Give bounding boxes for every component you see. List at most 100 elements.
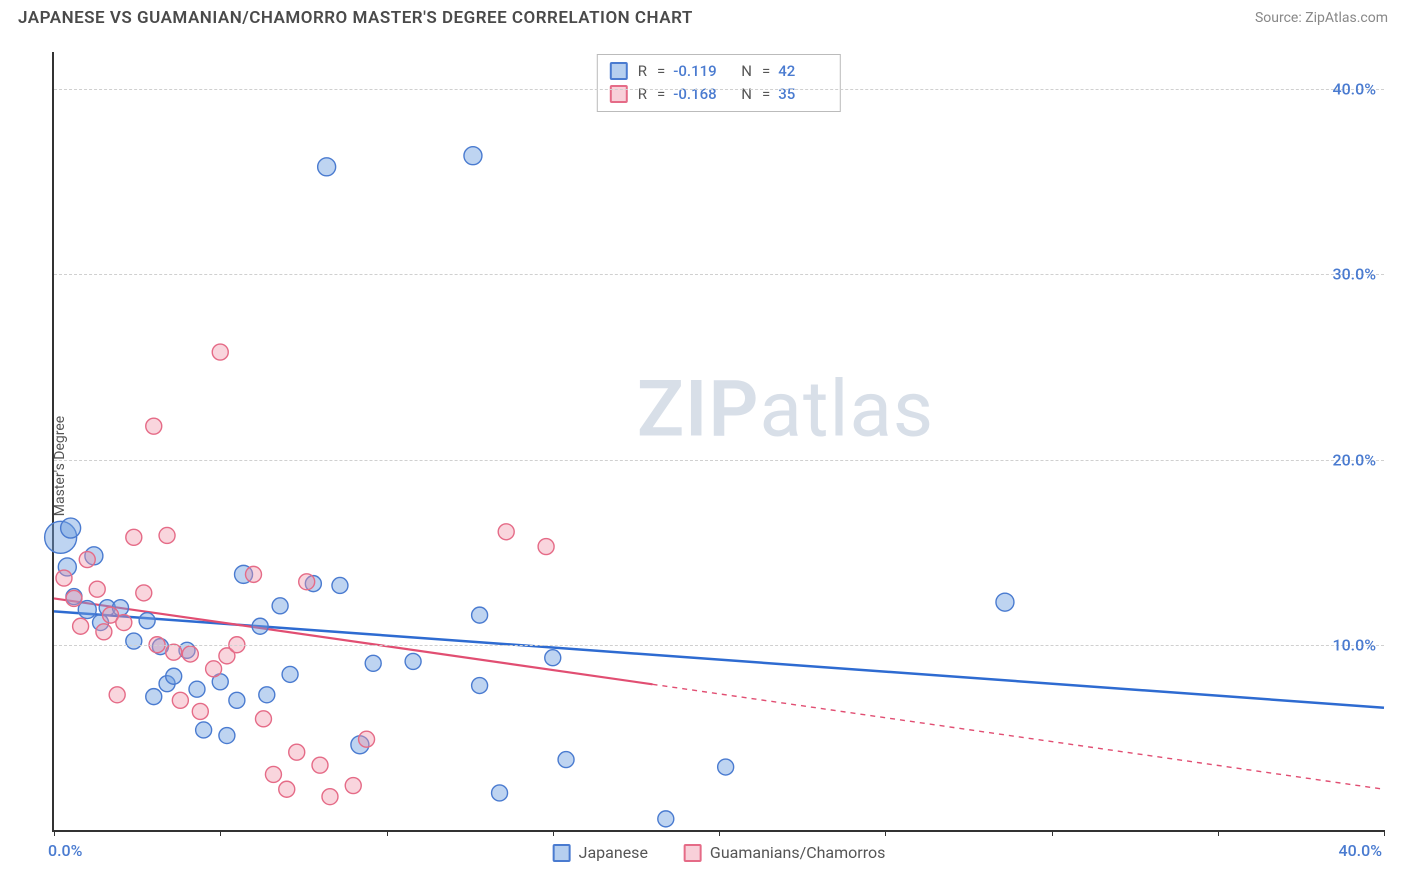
data-point — [464, 147, 482, 165]
data-point — [109, 687, 125, 703]
stats-N-label2: N — [741, 83, 752, 106]
x-tick-mark — [1218, 830, 1219, 836]
x-tick-mark — [220, 830, 221, 836]
x-tick-mark — [1052, 830, 1053, 836]
data-point — [146, 418, 162, 434]
data-point — [116, 615, 132, 631]
data-point — [359, 731, 375, 747]
y-tick-label: 20.0% — [1332, 450, 1376, 469]
plot-region: ZIPatlas R = -0.119 N = 42 R = -0.168 N … — [52, 52, 1384, 832]
data-point — [136, 585, 152, 601]
y-tick-label: 10.0% — [1332, 635, 1376, 654]
stats-R-label: R — [638, 60, 647, 83]
data-point — [229, 692, 245, 708]
data-point — [255, 711, 271, 727]
data-point — [545, 650, 561, 666]
data-point — [172, 692, 188, 708]
x-tick-mark — [387, 830, 388, 836]
legend: Japanese Guamanians/Chamorros — [553, 843, 886, 862]
data-point — [66, 590, 82, 606]
data-point — [159, 527, 175, 543]
legend-swatch-pink-icon — [684, 844, 702, 862]
y-tick-label: 40.0% — [1332, 80, 1376, 99]
gridline — [54, 89, 1384, 90]
stats-box: R = -0.119 N = 42 R = -0.168 N = 35 — [597, 54, 841, 112]
data-point — [558, 752, 574, 768]
x-tick-mark — [1384, 830, 1385, 836]
source-label: Source: ZipAtlas.com — [1255, 10, 1388, 26]
legend-label-1: Guamanians/Chamorros — [710, 843, 885, 862]
data-point — [332, 577, 348, 593]
data-point — [126, 529, 142, 545]
data-point — [272, 598, 288, 614]
data-point — [73, 618, 89, 634]
data-point — [212, 344, 228, 360]
stats-eq2: = — [762, 60, 770, 83]
stats-N0-val: 42 — [778, 60, 828, 83]
data-point — [472, 678, 488, 694]
data-point — [252, 618, 268, 634]
data-point — [196, 722, 212, 738]
data-point — [89, 581, 105, 597]
data-point — [289, 744, 305, 760]
data-point — [322, 789, 338, 805]
data-point — [365, 655, 381, 671]
stats-eq3: = — [657, 83, 665, 106]
data-point — [259, 687, 275, 703]
data-point — [166, 668, 182, 684]
legend-swatch-blue-icon — [553, 844, 571, 862]
data-point — [166, 644, 182, 660]
data-point — [182, 646, 198, 662]
data-point — [345, 778, 361, 794]
stats-row-0: R = -0.119 N = 42 — [610, 60, 828, 83]
stats-R-label2: R — [638, 83, 647, 106]
gridline — [54, 645, 1384, 646]
x-tick-mark — [885, 830, 886, 836]
legend-item-1: Guamanians/Chamorros — [684, 843, 885, 862]
data-point — [206, 661, 222, 677]
data-point — [126, 633, 142, 649]
data-point — [219, 728, 235, 744]
data-point — [472, 607, 488, 623]
data-point — [492, 785, 508, 801]
chart-title: JAPANESE VS GUAMANIAN/CHAMORRO MASTER'S … — [18, 8, 693, 28]
y-tick-label: 30.0% — [1332, 265, 1376, 284]
data-point — [79, 552, 95, 568]
data-point — [279, 781, 295, 797]
data-point — [318, 158, 336, 176]
stats-R0-val: -0.119 — [673, 60, 723, 83]
data-point — [246, 566, 262, 582]
gridline — [54, 460, 1384, 461]
data-point — [192, 703, 208, 719]
chart-area: Master's Degree ZIPatlas R = -0.119 N = … — [0, 40, 1406, 892]
x-tick-mark — [553, 830, 554, 836]
data-point — [96, 624, 112, 640]
data-point — [282, 666, 298, 682]
data-point — [146, 689, 162, 705]
data-point — [405, 653, 421, 669]
header: JAPANESE VS GUAMANIAN/CHAMORRO MASTER'S … — [0, 0, 1406, 32]
data-point — [299, 574, 315, 590]
swatch-pink-icon — [610, 85, 628, 103]
stats-row-1: R = -0.168 N = 35 — [610, 83, 828, 106]
stats-eq4: = — [762, 83, 770, 106]
swatch-blue-icon — [610, 62, 628, 80]
data-point — [265, 766, 281, 782]
stats-eq: = — [657, 60, 665, 83]
data-point — [498, 524, 514, 540]
legend-item-0: Japanese — [553, 843, 648, 862]
stats-R1-val: -0.168 — [673, 83, 723, 106]
data-point — [658, 811, 674, 827]
stats-N1-val: 35 — [778, 83, 828, 106]
data-point — [996, 593, 1014, 611]
x-tick-left: 0.0% — [48, 841, 82, 860]
data-point — [189, 681, 205, 697]
data-point — [56, 570, 72, 586]
x-tick-right: 40.0% — [1338, 841, 1382, 860]
data-point — [718, 759, 734, 775]
gridline — [54, 274, 1384, 275]
x-tick-mark — [54, 830, 55, 836]
scatter-layer — [54, 52, 1384, 830]
stats-N-label: N — [741, 60, 752, 83]
legend-label-0: Japanese — [579, 843, 648, 862]
